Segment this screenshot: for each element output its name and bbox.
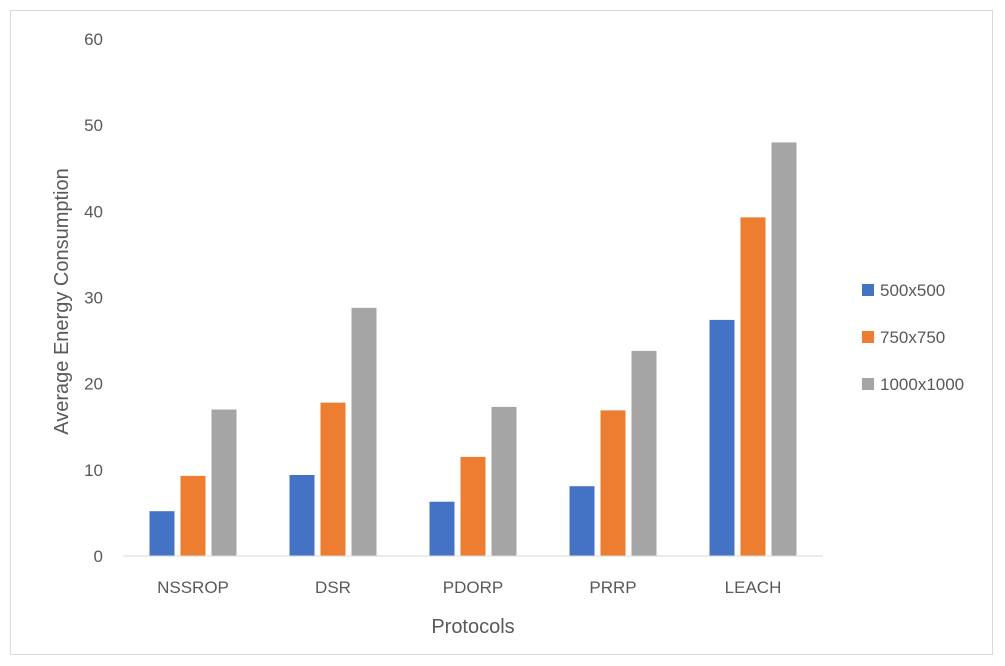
bars bbox=[149, 142, 797, 557]
legend: 500x500 750x750 1000x1000 bbox=[862, 281, 964, 394]
legend-swatch bbox=[862, 331, 874, 343]
bar-pdorp-1000x1000 bbox=[491, 406, 517, 556]
x-axis-ticks: NSSROP DSR PDORP PRRP LEACH bbox=[157, 578, 781, 597]
bar-dsr-750x750 bbox=[320, 402, 346, 556]
bar-dsr-1000x1000 bbox=[351, 307, 377, 556]
bar-leach-500x500 bbox=[709, 319, 735, 556]
bar-pdorp-750x750 bbox=[460, 456, 486, 556]
bar-dsr-500x500 bbox=[289, 475, 315, 556]
y-tick-label: 20 bbox=[84, 375, 103, 394]
legend-label: 500x500 bbox=[880, 281, 945, 300]
bar-nssrop-1000x1000 bbox=[211, 409, 237, 556]
y-tick-label: 40 bbox=[84, 202, 103, 221]
bar-nssrop-500x500 bbox=[149, 511, 175, 556]
y-axis-ticks: 0 10 20 30 40 50 60 bbox=[84, 30, 103, 566]
bar-leach-750x750 bbox=[740, 217, 766, 557]
legend-label: 750x750 bbox=[880, 328, 945, 347]
legend-swatch bbox=[862, 378, 874, 390]
bar-prrp-500x500 bbox=[569, 486, 595, 556]
x-tick-label: DSR bbox=[315, 578, 351, 597]
y-tick-label: 0 bbox=[94, 547, 103, 566]
legend-swatch bbox=[862, 284, 874, 296]
y-axis-title: Average Energy Consumption bbox=[51, 168, 73, 434]
legend-label: 1000x1000 bbox=[880, 375, 964, 394]
bar-leach-1000x1000 bbox=[771, 142, 797, 556]
y-tick-label: 60 bbox=[84, 30, 103, 49]
bar-pdorp-500x500 bbox=[429, 501, 455, 556]
bar-prrp-1000x1000 bbox=[631, 350, 657, 556]
bar-nssrop-750x750 bbox=[180, 475, 206, 556]
x-tick-label: PDORP bbox=[443, 578, 503, 597]
x-tick-label: PRRP bbox=[589, 578, 636, 597]
y-tick-label: 10 bbox=[84, 461, 103, 480]
y-tick-label: 50 bbox=[84, 116, 103, 135]
x-tick-label: LEACH bbox=[725, 578, 782, 597]
bar-prrp-750x750 bbox=[600, 410, 626, 556]
y-tick-label: 30 bbox=[84, 289, 103, 308]
x-tick-label: NSSROP bbox=[157, 578, 229, 597]
x-axis-title: Protocols bbox=[431, 616, 514, 638]
